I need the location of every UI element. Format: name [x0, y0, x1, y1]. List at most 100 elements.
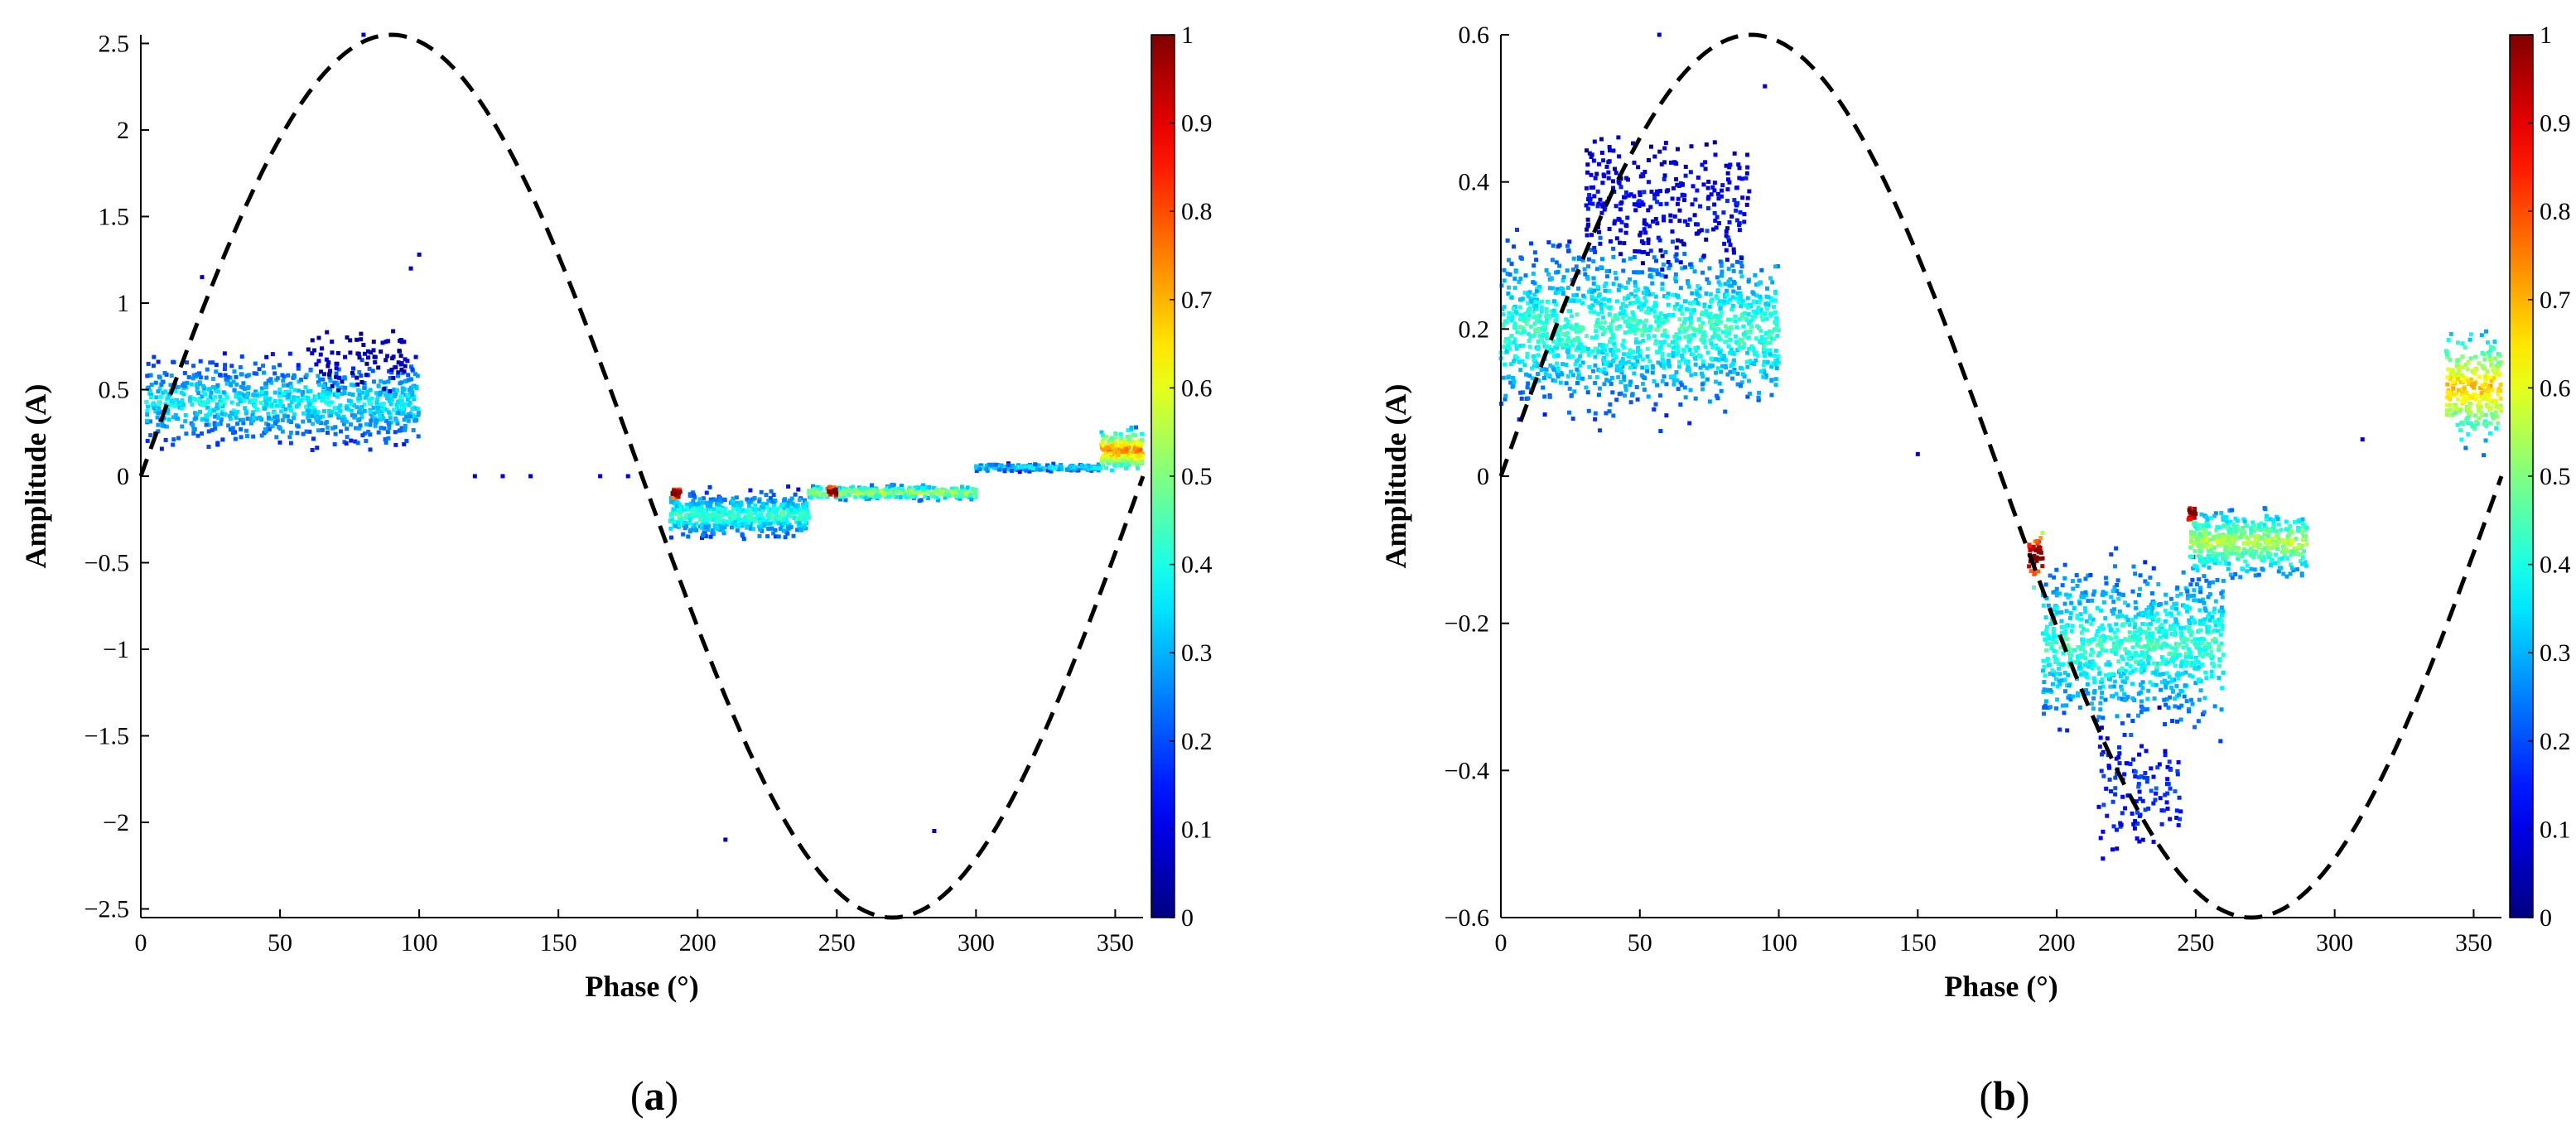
data-point: [777, 534, 781, 538]
data-point: [1592, 246, 1596, 250]
data-point: [215, 389, 219, 393]
data-point: [681, 532, 685, 537]
data-point: [1727, 267, 1731, 271]
data-point: [1702, 330, 1706, 335]
data-point: [2220, 613, 2224, 617]
data-point: [832, 489, 836, 493]
data-point: [1702, 253, 1706, 258]
data-point: [245, 393, 249, 397]
data-point: [762, 523, 766, 527]
data-point: [299, 378, 303, 382]
data-point: [1643, 221, 1647, 225]
data-point: [1655, 221, 1659, 225]
data-point: [2220, 686, 2224, 690]
data-point: [2208, 592, 2212, 596]
data-point: [1636, 345, 1640, 349]
data-point: [717, 503, 721, 507]
data-point: [2122, 692, 2126, 696]
data-point: [1714, 371, 1718, 375]
data-point: [359, 423, 363, 427]
data-point: [200, 417, 205, 422]
data-point: [1700, 382, 1705, 386]
data-point: [1515, 228, 1519, 232]
data-point: [2083, 663, 2087, 667]
data-point: [1643, 327, 1647, 331]
data-point: [1734, 325, 1739, 330]
data-point: [167, 417, 171, 422]
data-point: [1708, 364, 1712, 369]
data-point: [1623, 384, 1628, 388]
data-point: [277, 441, 282, 445]
data-point: [258, 416, 262, 420]
data-point: [1768, 333, 1772, 337]
data-point: [1558, 243, 1562, 248]
data-point: [1665, 335, 1669, 339]
data-point: [783, 518, 787, 522]
data-point: [264, 385, 268, 389]
data-point: [345, 335, 350, 340]
data-point: [1640, 239, 1644, 243]
data-point: [1763, 354, 1767, 358]
data-point: [2089, 622, 2093, 626]
data-point: [1665, 202, 1669, 206]
data-point: [2134, 667, 2138, 672]
data-point: [330, 410, 334, 414]
data-point: [782, 528, 786, 532]
data-point: [2120, 687, 2124, 691]
data-point: [350, 383, 354, 387]
data-point: [1714, 152, 1718, 157]
data-point: [1628, 257, 1633, 261]
data-point: [1689, 170, 1693, 174]
data-point: [1604, 344, 1609, 348]
data-point: [2116, 659, 2120, 663]
data-point: [1636, 398, 1640, 402]
data-point: [1599, 211, 1604, 215]
data-point: [2076, 614, 2080, 618]
data-point: [1647, 394, 1651, 398]
data-point: [1072, 465, 1076, 469]
data-point: [326, 426, 330, 430]
data-point: [1720, 364, 1725, 369]
data-point: [1602, 367, 1606, 371]
data-point: [2145, 697, 2149, 701]
data-point: [2045, 688, 2049, 692]
data-point: [1526, 381, 1530, 385]
data-point: [1653, 341, 1657, 345]
data-point: [1622, 374, 1626, 378]
data-point: [1508, 272, 1512, 277]
data-point: [944, 492, 948, 496]
data-point: [374, 424, 378, 428]
data-point: [1617, 154, 1621, 158]
data-point: [1652, 310, 1657, 314]
data-point: [1585, 228, 1589, 232]
data-point: [1757, 391, 1761, 395]
data-point: [277, 425, 281, 429]
data-point: [1518, 297, 1522, 301]
data-point: [2184, 643, 2188, 648]
data-point: [205, 368, 210, 372]
data-point: [320, 398, 324, 402]
data-point: [1731, 295, 1735, 299]
data-point: [2179, 704, 2183, 708]
data-point: [855, 489, 859, 494]
data-point: [282, 414, 287, 418]
data-point: [1633, 255, 1637, 259]
data-point: [337, 376, 341, 380]
data-point: [1618, 207, 1623, 211]
data-point: [2177, 693, 2181, 697]
data-point: [1627, 330, 1631, 334]
data-point: [1747, 279, 1751, 283]
data-point: [1725, 334, 1729, 338]
data-point: [2128, 630, 2132, 634]
data-point: [1562, 275, 1566, 279]
data-point: [2086, 642, 2091, 646]
data-point: [1686, 364, 1690, 369]
data-point: [1607, 325, 1611, 330]
data-point: [2050, 668, 2054, 672]
data-point: [1700, 372, 1704, 376]
data-point: [1726, 301, 1730, 305]
data-point: [932, 829, 936, 833]
data-point: [1646, 208, 1650, 212]
data-point: [1641, 358, 1645, 362]
data-point: [1639, 328, 1643, 332]
